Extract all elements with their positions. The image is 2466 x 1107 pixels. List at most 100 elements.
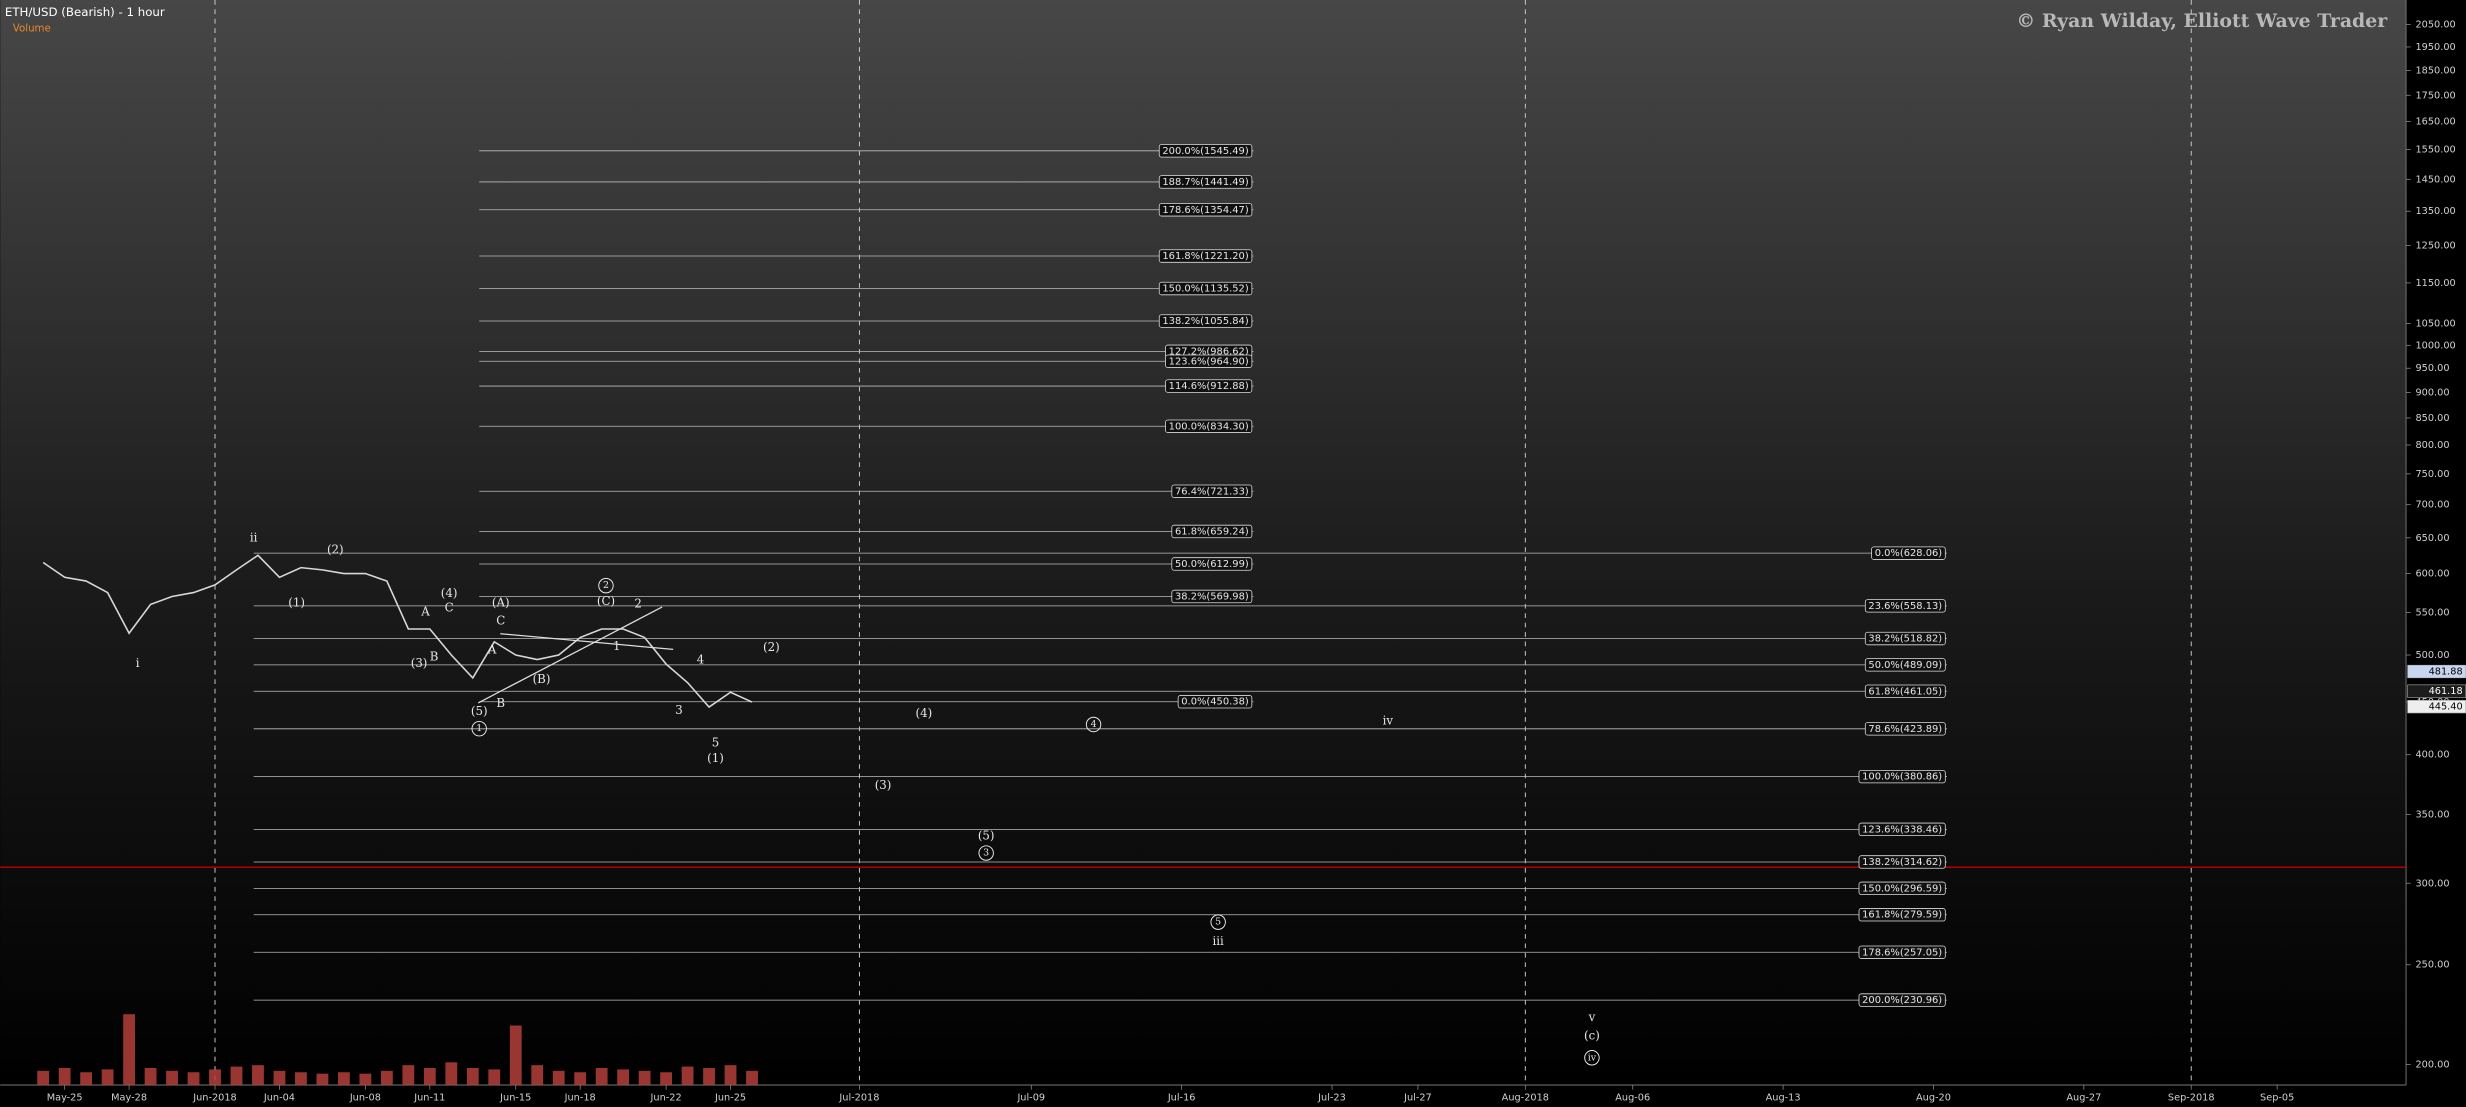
volume-bar [660,1072,673,1085]
wave-label: (1) [288,596,305,610]
y-tick-label: 1750.00 [2415,90,2455,101]
y-tick-label: 1650.00 [2415,117,2455,128]
wave-label: (3) [411,656,428,670]
fib-label: 38.2%(569.98) [1175,591,1249,602]
x-tick-label: Jul-23 [1317,1093,1346,1104]
y-tick-label: 1250.00 [2415,241,2455,252]
fib-label: 76.4%(721.33) [1175,486,1249,497]
fib-label: 127.2%(986.62) [1169,346,1249,357]
fib-label: 161.8%(1221.20) [1162,251,1248,262]
x-tick-label: Jun-22 [650,1093,682,1104]
wave-label: 4 [1091,719,1097,730]
volume-bar [724,1065,737,1085]
fib-label-box [1171,589,1253,604]
fib-label: 188.7%(1441.49) [1162,177,1248,188]
wave-label: C [496,613,505,627]
fib-label: 0.0%(628.06) [1875,548,1943,559]
volume-bar [574,1072,587,1085]
fib-label: 161.8%(279.59) [1862,910,1942,921]
volume-bar [638,1070,651,1085]
price-line [42,554,753,709]
volume-bar [273,1070,286,1085]
wave-label: 4 [697,652,705,666]
date-axis-panel [0,1084,2407,1107]
wave-label: (5) [978,829,995,843]
volume-bar [746,1070,758,1085]
price-tag-label: 481.88 [2429,667,2463,678]
x-tick-label: Sep-05 [2260,1093,2294,1104]
wave-label-circle [978,845,994,861]
fib-label: 50.0%(612.99) [1175,559,1249,570]
y-tick-label: 250.00 [2415,960,2449,971]
wave-label: iv [1588,1052,1597,1063]
wave-label: ii [250,530,258,544]
y-tick-label: 950.00 [2415,363,2449,374]
y-tick-label: 700.00 [2415,500,2449,511]
y-tick-label: 1550.00 [2415,145,2455,156]
wave-label: 3 [983,848,989,859]
y-tick-label: 1050.00 [2415,319,2455,330]
fib-label: 200.0%(1545.49) [1162,146,1248,157]
x-tick-label: Aug-20 [1916,1093,1951,1104]
x-tick-label: Jun-25 [714,1093,746,1104]
fib-label: 100.0%(380.86) [1862,772,1942,783]
wave-label-circle [1210,914,1226,930]
wave-label: A [487,643,497,657]
wave-label: 1 [613,639,621,653]
y-tick-label: 200.00 [2415,1059,2449,1070]
x-tick-label: Jul-16 [1167,1093,1196,1104]
fib-label: 150.0%(1135.52) [1162,284,1248,295]
wave-label: (5) [471,704,488,718]
fib-label-box [1171,557,1253,571]
fib-label-box [1858,822,1946,837]
x-tick-label: Jul-2018 [838,1093,879,1104]
wave-label: (c) [1584,1028,1600,1042]
price-axis-panel [2406,0,2466,1107]
fib-label-box [1158,249,1253,263]
y-tick-label: 350.00 [2415,809,2449,820]
y-tick-label: 600.00 [2415,569,2449,580]
volume-bar [80,1072,93,1085]
volume-bar [337,1072,350,1085]
fib-label-box [1858,881,1946,896]
wave-label: (3) [875,778,892,792]
y-tick-label: 850.00 [2415,413,2449,424]
wave-label: (A) [492,596,510,610]
x-tick-label: Jun-04 [263,1093,295,1104]
wave-label: 2 [603,580,609,591]
wave-label: (4) [916,706,933,720]
volume-bar [359,1073,372,1085]
x-tick-label: Aug-2018 [1502,1093,1549,1104]
volume-bar [58,1068,71,1085]
y-tick-label: 1450.00 [2415,174,2455,185]
x-tick-label: Aug-13 [1766,1093,1801,1104]
fib-label: 114.6%(912.88) [1169,381,1249,392]
wave-label: (B) [533,672,551,686]
fib-label-box [1858,908,1946,922]
volume-bar [595,1068,608,1085]
wave-label: iii [1213,934,1225,948]
wave-label: (4) [441,586,458,600]
y-tick-label: 1850.00 [2415,65,2455,76]
y-tick-label: 500.00 [2415,650,2449,661]
x-tick-label: Sep-2018 [2168,1093,2215,1104]
wave-label: B [430,650,439,664]
fib-label: 200.0%(230.96) [1862,995,1942,1006]
fib-label: 38.2%(518.82) [1868,634,1942,645]
x-tick-label: Aug-27 [2066,1093,2101,1104]
volume-bar [552,1070,565,1085]
x-tick-label: Jul-09 [1016,1093,1045,1104]
wave-label-circle [471,720,487,737]
fib-label-box [1864,599,1946,613]
wave-label: C [445,600,454,614]
fib-label: 50.0%(489.09) [1868,660,1942,671]
volume-bar [144,1068,157,1085]
fib-label: 61.8%(659.24) [1175,526,1249,537]
fib-label: 0.0%(450.38) [1181,697,1249,708]
fib-label-box [1858,945,1946,959]
fib-label: 138.2%(314.62) [1862,857,1942,868]
price-tag-label: 445.40 [2429,702,2463,713]
fib-label-box [1858,769,1946,784]
wave-label: 5 [1215,917,1221,928]
